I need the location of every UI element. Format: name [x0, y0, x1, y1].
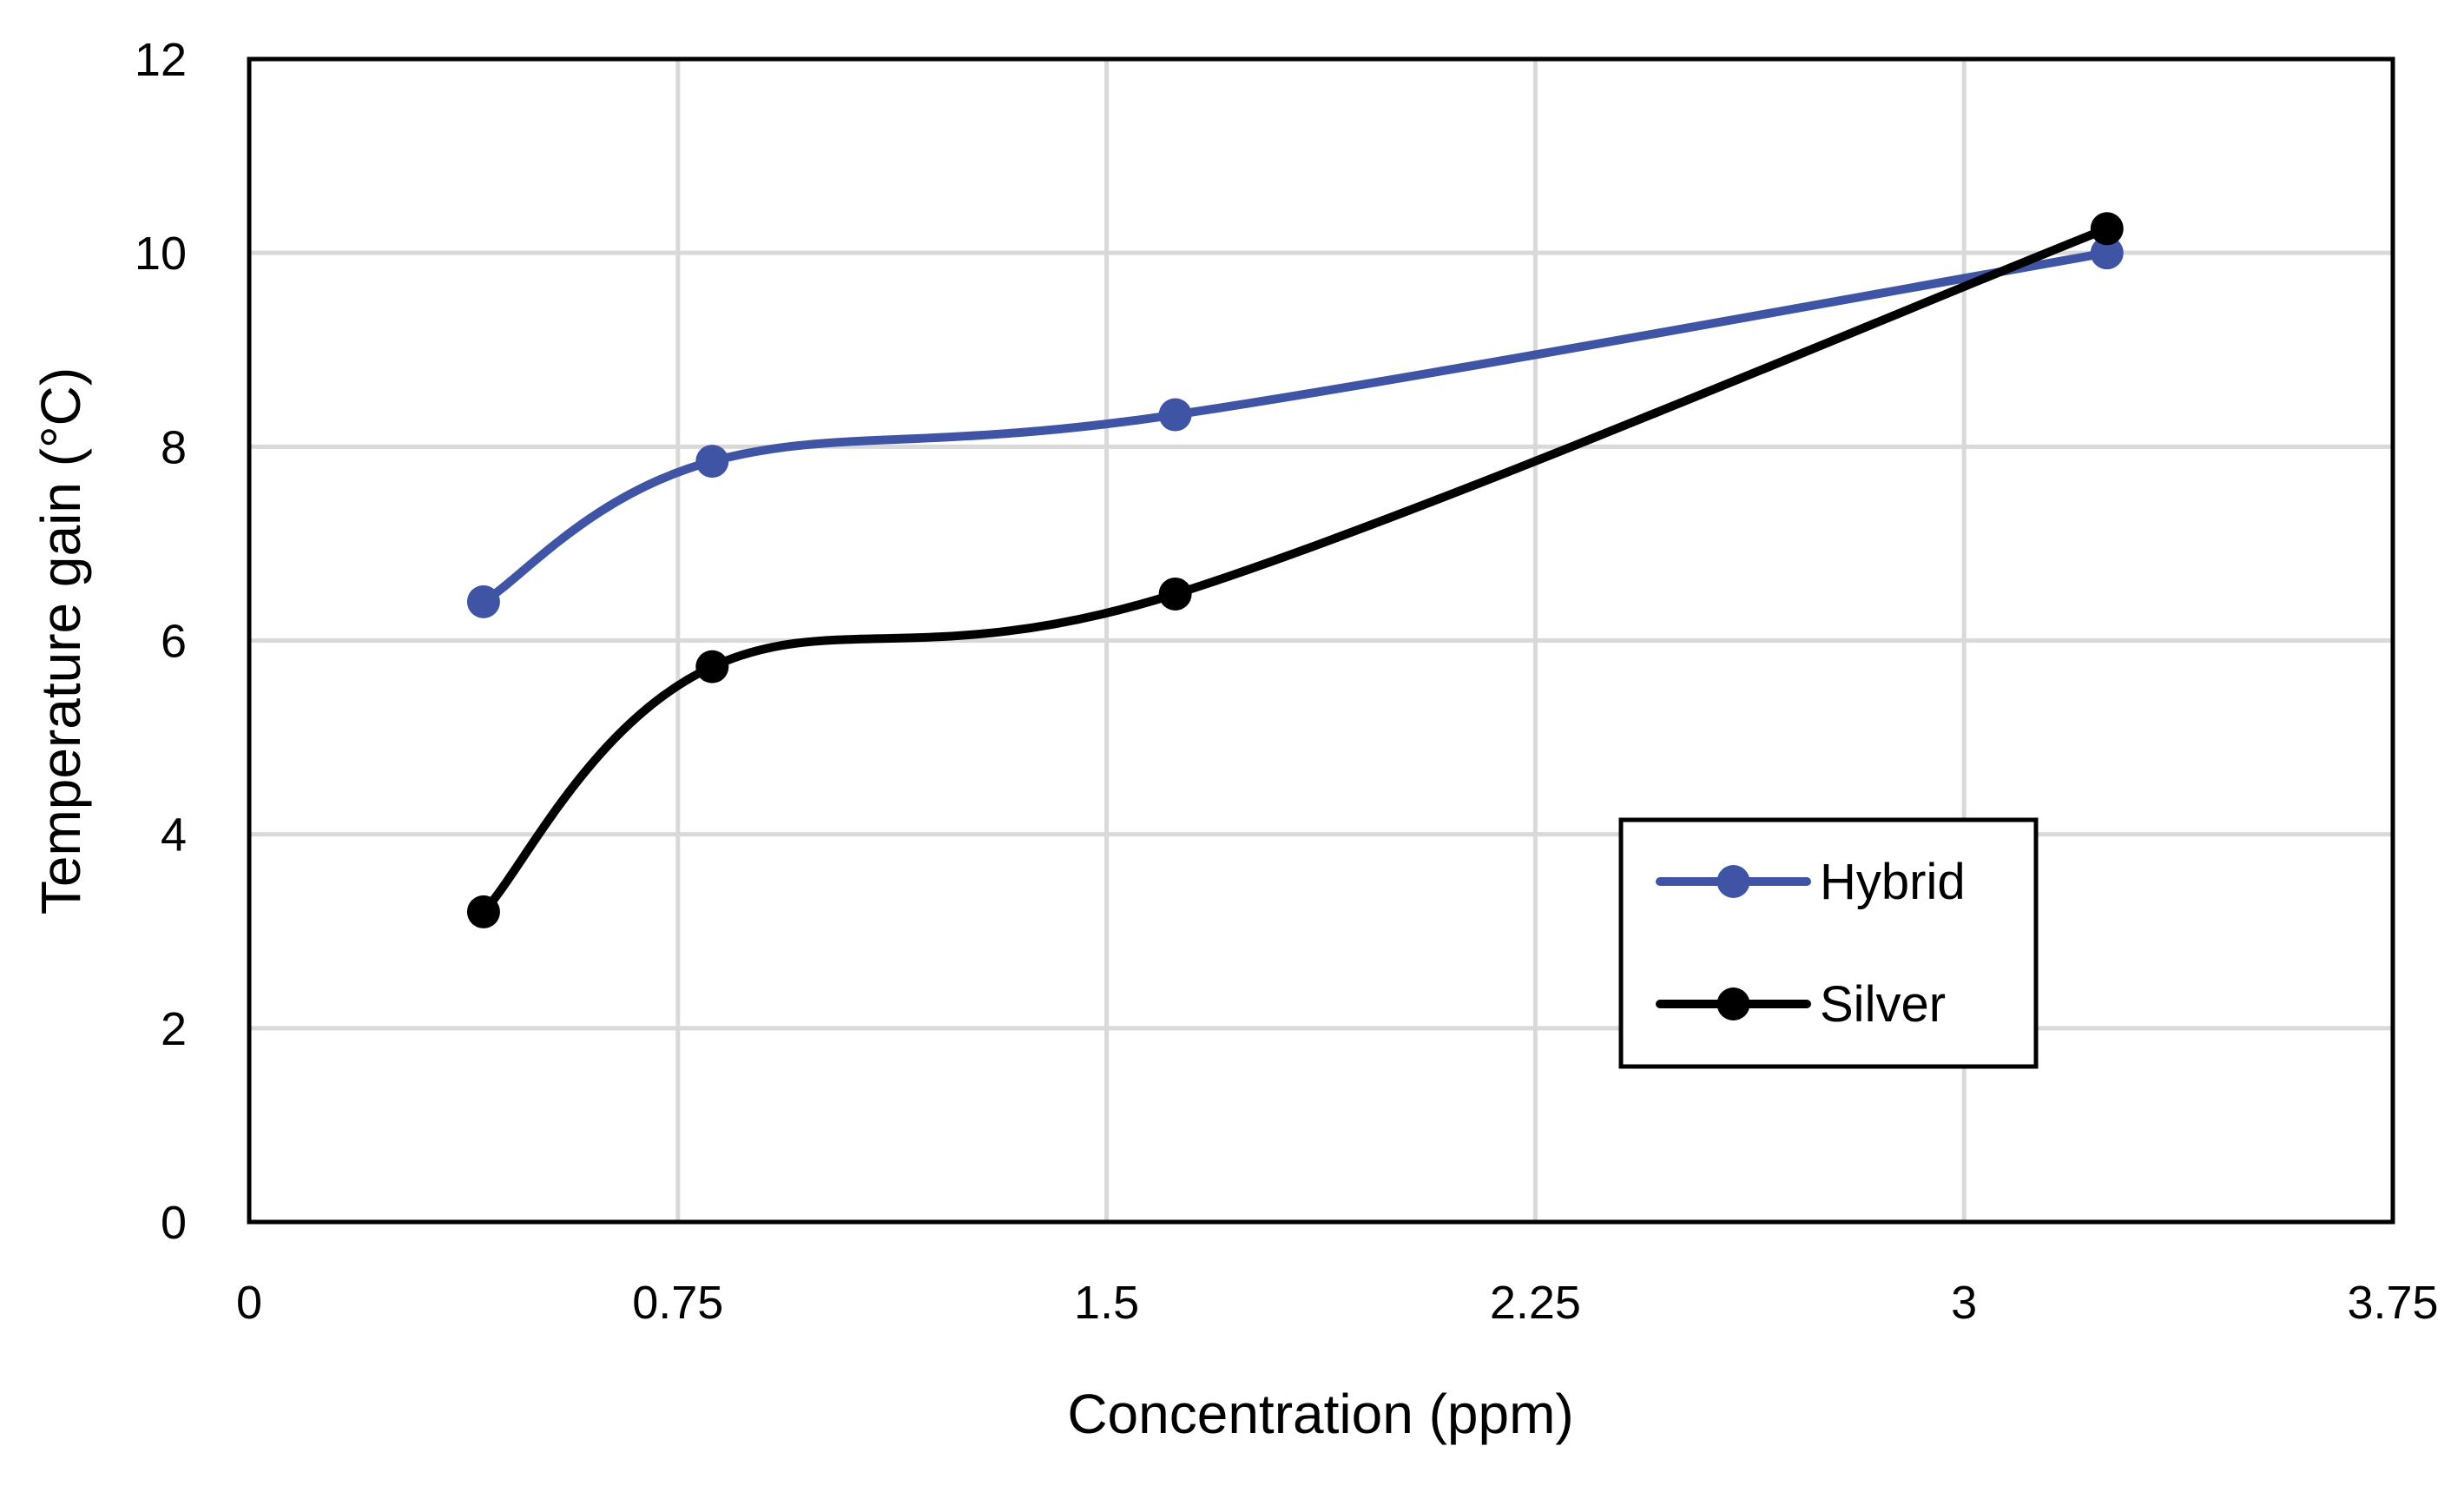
legend-items: Hybrid Silver [1656, 854, 1966, 1033]
x-axis-title: Concentration (ppm) [1067, 1383, 1573, 1445]
y-tick-label: 2 [161, 1003, 187, 1055]
x-tick-label: 0 [236, 1277, 262, 1329]
y-tick-label: 10 [135, 228, 187, 280]
x-axis-ticks: 0 0.75 1.5 2.25 3 3.75 [236, 1277, 2439, 1329]
legend-silver-marker [1716, 987, 1750, 1020]
x-tick-label: 0.75 [632, 1277, 723, 1329]
grid [249, 59, 2393, 1222]
x-tick-label: 2.25 [1490, 1277, 1581, 1329]
legend-hybrid-label: Hybrid [1820, 854, 1966, 910]
legend-hybrid-marker [1716, 865, 1750, 898]
hybrid-series-line [478, 248, 2112, 606]
y-tick-label: 8 [161, 421, 187, 473]
y-tick-label: 0 [161, 1197, 187, 1249]
silver-data-point [1158, 577, 1192, 611]
y-axis-ticks: 0 2 4 6 8 10 12 [135, 34, 187, 1249]
x-tick-label: 1.5 [1074, 1277, 1139, 1329]
x-tick-label: 3.75 [2347, 1277, 2438, 1329]
plot-area-border [247, 56, 2395, 1225]
legend-silver-label: Silver [1820, 976, 1946, 1033]
legend: Hybrid Silver [1618, 817, 2039, 1069]
y-tick-label: 12 [135, 34, 187, 86]
y-tick-label: 6 [161, 616, 187, 668]
x-tick-label: 3 [1951, 1277, 1977, 1329]
silver-data-point [466, 895, 500, 928]
hybrid-data-point [2090, 236, 2124, 270]
silver-data-point [2090, 212, 2124, 246]
y-tick-label: 4 [161, 809, 187, 862]
series-layer [466, 212, 2124, 928]
y-axis-title: Temperature gain (°C) [30, 367, 92, 915]
legend-box [1618, 817, 2039, 1069]
silver-series-line [478, 224, 2112, 916]
hybrid-data-point [466, 584, 500, 618]
silver-data-point [695, 650, 729, 684]
hybrid-data-point [695, 445, 729, 479]
hybrid-data-point [1158, 398, 1192, 432]
